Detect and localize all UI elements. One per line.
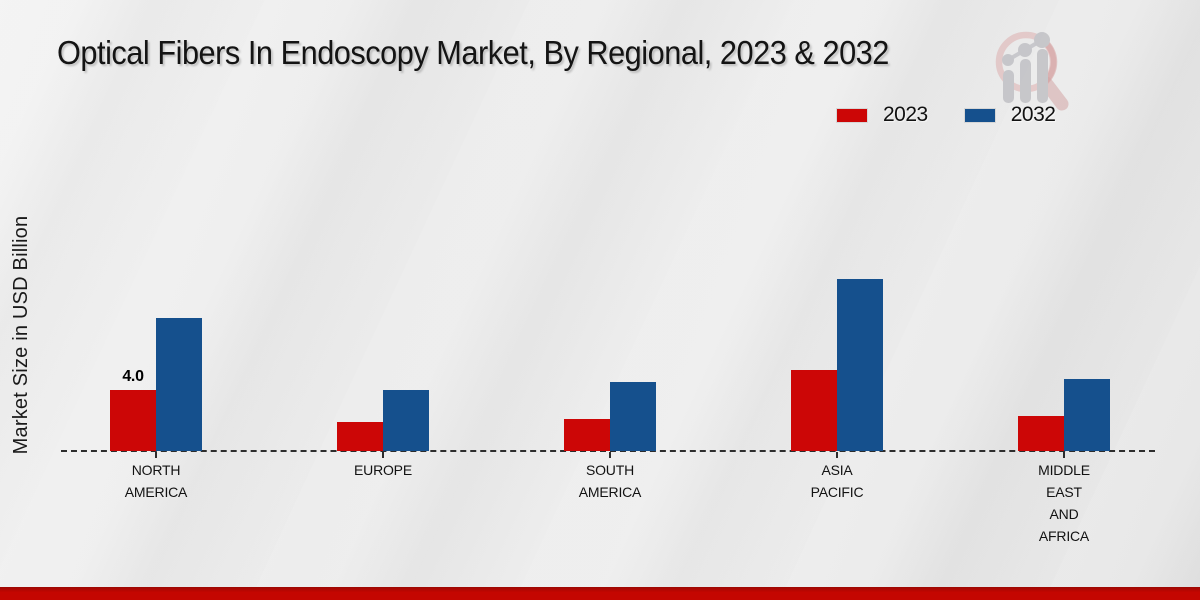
legend-label-2023: 2023 xyxy=(883,103,928,126)
bar-2023-middle-east-and-africa xyxy=(1018,416,1064,451)
legend-swatch-2023 xyxy=(836,107,868,123)
legend-label-2032: 2032 xyxy=(1010,103,1056,126)
legend-item-2023: 2023 xyxy=(836,103,928,127)
category-label-north-america: NORTH AMERICA xyxy=(124,462,188,500)
data-label-2023-north-america: 4.0 xyxy=(122,368,144,385)
category-label-middle-east-and-africa: MIDDLE EAST AND AFRICA xyxy=(1038,462,1090,544)
logo-bar-small xyxy=(1003,70,1014,103)
bar-2023-europe xyxy=(337,422,383,451)
bar-2032-asia-pacific xyxy=(837,279,883,451)
logo-bar-medium xyxy=(1020,59,1031,103)
bar-2023-asia-pacific xyxy=(791,370,837,451)
bar-2032-middle-east-and-africa xyxy=(1064,379,1110,451)
bar-2032-europe xyxy=(383,390,429,451)
x-axis-tick-north-america xyxy=(155,452,157,458)
x-axis-tick-middle-east-and-africa xyxy=(1063,452,1065,458)
logo-dot-3 xyxy=(1034,32,1050,48)
legend-item-2032: 2032 xyxy=(963,103,1056,127)
legend: 2023 2032 xyxy=(836,103,1056,127)
bar-2032-north-america xyxy=(156,318,202,451)
legend-swatch-2032 xyxy=(963,107,996,123)
x-axis-baseline xyxy=(61,450,1155,452)
x-axis-tick-south-america xyxy=(609,452,611,458)
footer-accent-bar xyxy=(0,587,1200,600)
category-label-south-america: SOUTH AMERICA xyxy=(578,462,642,500)
logo-dot-2 xyxy=(1018,43,1032,57)
bar-2032-south-america xyxy=(610,382,656,451)
logo-dot-1 xyxy=(1002,54,1014,66)
bar-2023-south-america xyxy=(564,419,610,451)
magnifier-handle xyxy=(1039,76,1069,111)
category-label-europe: EUROPE xyxy=(354,462,412,478)
bar-2023-north-america xyxy=(110,390,156,451)
x-axis-tick-asia-pacific xyxy=(836,452,838,458)
chart-title: Optical Fibers In Endoscopy Market, By R… xyxy=(57,34,889,71)
magnifier-bar-chart-logo-watermark xyxy=(995,31,1069,111)
logo-bar-tall xyxy=(1037,49,1048,103)
category-label-asia-pacific: ASIA PACIFIC xyxy=(810,462,864,500)
x-axis-tick-europe xyxy=(382,452,384,458)
